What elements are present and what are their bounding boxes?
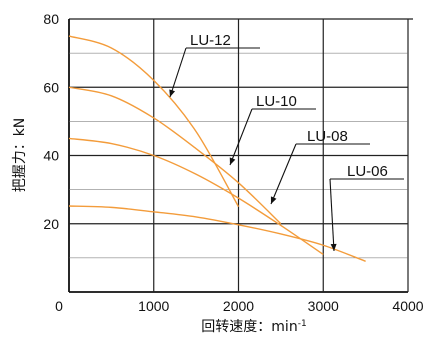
x-tick-label: 1000 xyxy=(138,298,169,314)
series-leader-lu-08 xyxy=(270,143,297,205)
series-arrowhead-lu-12 xyxy=(169,89,176,97)
x-tick-label: 4000 xyxy=(392,298,423,314)
y-tick-label: 40 xyxy=(43,148,59,164)
series-label-lu-06: LU-06 xyxy=(347,163,388,180)
series-leader-lines xyxy=(169,47,404,252)
x-tick-label: 3000 xyxy=(308,298,339,314)
series-line-lu-10 xyxy=(68,86,282,225)
series-line-lu-06 xyxy=(68,205,366,262)
y-tick-label: 60 xyxy=(43,79,59,95)
y-axis-label: 把握力：kN xyxy=(12,118,28,193)
series-lines xyxy=(68,35,366,262)
series-label-lu-12: LU-12 xyxy=(190,32,231,49)
y-tick-label: 80 xyxy=(43,11,59,27)
series-label-lu-08: LU-08 xyxy=(307,128,348,145)
x-axis-label: 回转速度：min-1 xyxy=(201,319,306,335)
series-leader-lu-12 xyxy=(169,47,187,98)
series-leader-lu-10 xyxy=(229,108,253,166)
x-tick-label: 2000 xyxy=(223,298,254,314)
y-tick-label: 20 xyxy=(43,216,59,232)
series-label-lu-10: LU-10 xyxy=(256,93,297,110)
series-arrowhead-lu-06 xyxy=(330,243,337,251)
chart-text: LU-12 LU-10 LU-08 LU-06 20 40 60 80 0 1000 2000 300… xyxy=(12,11,424,335)
grid-lines xyxy=(68,18,413,293)
series-line-lu-08 xyxy=(68,137,324,256)
series-leader-lu-06 xyxy=(329,178,335,252)
series-arrowhead-lu-08 xyxy=(270,196,277,204)
series-arrowhead-lu-10 xyxy=(229,157,236,165)
x-tick-label: 0 xyxy=(55,298,63,314)
